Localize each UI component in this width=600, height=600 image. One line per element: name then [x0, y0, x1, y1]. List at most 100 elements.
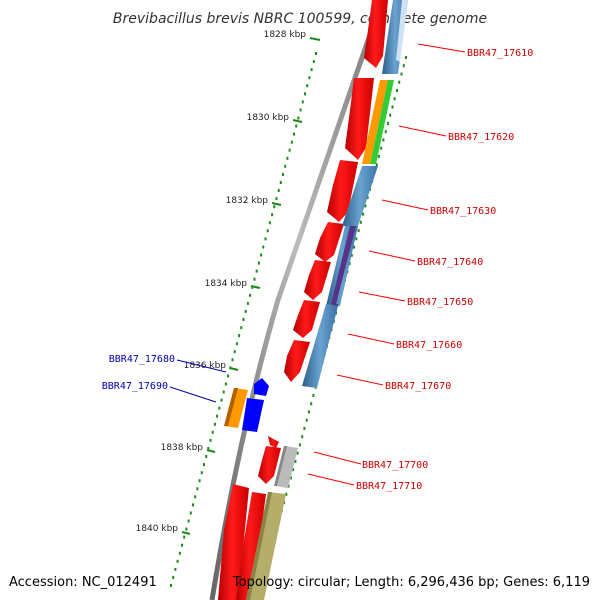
- ruler-tick: [353, 245, 356, 249]
- ruler-tick: [382, 138, 385, 142]
- ruler-tick: [257, 261, 260, 265]
- ruler-tick: [222, 390, 225, 394]
- cds-block-grey: [274, 446, 298, 488]
- ruler-tick: [211, 430, 214, 434]
- ruler-tick: [293, 132, 295, 136]
- cds-arrow-blue: [242, 398, 264, 432]
- ruler-tick: [292, 468, 295, 472]
- gene-labels-right: BBR47_17610 BBR47_17620 BBR47_17630 BBR4…: [356, 48, 533, 492]
- cds-arrow: [293, 300, 320, 338]
- ruler-tick: [176, 559, 179, 563]
- tick-label-1832: 1832 kbp: [226, 196, 269, 206]
- ruler-tick: [384, 130, 387, 134]
- cds-block-lightblue: [396, 0, 408, 62]
- ruler-tick: [200, 471, 203, 475]
- ruler-tick: [405, 56, 407, 59]
- left-side-genes: [224, 378, 269, 432]
- tick-label-1840: 1840 kbp: [136, 524, 179, 534]
- ruler-tick: [312, 393, 315, 397]
- ruler-tick: [310, 68, 313, 72]
- ruler-tick: [264, 237, 267, 241]
- map-title: Brevibacillus brevis NBRC 100599, comple…: [113, 11, 487, 27]
- topology-text: Topology: circular; Length: 6,296,436 bp…: [232, 575, 590, 590]
- ruler-tick: [359, 220, 362, 224]
- ruler-tick: [213, 422, 216, 426]
- tick-label-1828: 1828 kbp: [264, 30, 307, 40]
- cds-arrow: [304, 260, 331, 300]
- ruler-tick: [262, 245, 265, 249]
- gene-label-17700: BBR47_17700: [362, 460, 428, 471]
- ruler-tick: [227, 374, 230, 378]
- cds-block-steelblue: [302, 304, 338, 388]
- gene-label-17630: BBR47_17630: [430, 206, 496, 217]
- gene-label-17690: BBR47_17690: [102, 381, 168, 392]
- ruler-tick: [389, 113, 392, 117]
- ruler-tick: [273, 205, 276, 209]
- ruler-tick: [398, 80, 401, 84]
- cds-arrow: [327, 160, 358, 222]
- ruler-tick: [255, 269, 258, 273]
- ruler-tick: [224, 382, 227, 386]
- ruler-tick: [279, 181, 282, 184]
- ruler-tick: [268, 221, 271, 225]
- ruler-tick: [238, 334, 241, 338]
- ruler-tick: [307, 410, 310, 414]
- ruler-tick: [308, 76, 311, 80]
- ruler-tick: [290, 140, 293, 144]
- reverse-cds-track: [246, 0, 408, 600]
- gene-label-17610: BBR47_17610: [467, 48, 533, 59]
- cds-block-khaki-dark: [246, 492, 272, 600]
- gene-label-17710: BBR47_17710: [356, 481, 422, 492]
- tick-labels: 1828 kbp 1830 kbp 1832 kbp 1834 kbp 1836…: [136, 30, 321, 535]
- ruler-tick: [170, 584, 172, 587]
- cds-arrow: [284, 340, 310, 382]
- ruler-tick: [244, 309, 247, 313]
- ruler-tick: [209, 438, 212, 442]
- cds-arrow-blue: [254, 378, 269, 396]
- ruler-tick: [174, 567, 177, 571]
- gene-label-17650: BBR47_17650: [407, 297, 473, 308]
- ruler-tick: [242, 318, 245, 321]
- ruler-tick: [246, 301, 249, 305]
- gene-label-17640: BBR47_17640: [417, 257, 483, 268]
- ruler-tick: [285, 492, 288, 496]
- gene-label-17680: BBR47_17680: [109, 354, 175, 365]
- ruler-tick: [298, 443, 301, 447]
- ruler-tick: [282, 172, 284, 176]
- ruler-tick: [364, 204, 367, 208]
- ruler-tick: [233, 350, 236, 354]
- ruler-tick: [289, 476, 292, 480]
- ruler-tick: [375, 163, 378, 167]
- ruler-tick: [297, 116, 300, 120]
- ruler-tick: [393, 97, 396, 101]
- gene-leaders-right: [307, 43, 466, 486]
- ruler-tick: [305, 418, 308, 422]
- ruler-tick: [277, 189, 280, 192]
- ruler-tick: [396, 89, 398, 92]
- ruler-tick: [205, 455, 208, 458]
- ruler-tick: [220, 398, 223, 402]
- ruler-tick: [355, 237, 358, 241]
- cds-arrow: [364, 0, 388, 68]
- tick-label-1838: 1838 kbp: [161, 443, 204, 453]
- ruler-tick: [189, 511, 192, 515]
- ruler-tick: [194, 495, 197, 499]
- ruler-tick: [181, 543, 183, 547]
- ruler-tick: [178, 551, 181, 555]
- tick-ruler-left: [170, 52, 317, 587]
- cds-arrow: [268, 436, 279, 448]
- ruler-tick: [288, 148, 291, 152]
- cds-arrow: [218, 484, 249, 600]
- ruler-tick: [294, 459, 297, 463]
- ruler-tick: [312, 60, 315, 64]
- ruler-tick: [183, 535, 186, 539]
- ruler-tick: [207, 447, 210, 450]
- cds-block-orange-dark: [224, 388, 238, 426]
- ruler-tick: [304, 92, 306, 96]
- ruler-tick: [172, 575, 175, 579]
- ruler-tick: [380, 146, 383, 150]
- cds-arrow: [345, 78, 374, 160]
- ruler-tick: [286, 156, 289, 160]
- ruler-tick: [357, 229, 360, 233]
- tick-label-1834: 1834 kbp: [205, 279, 248, 289]
